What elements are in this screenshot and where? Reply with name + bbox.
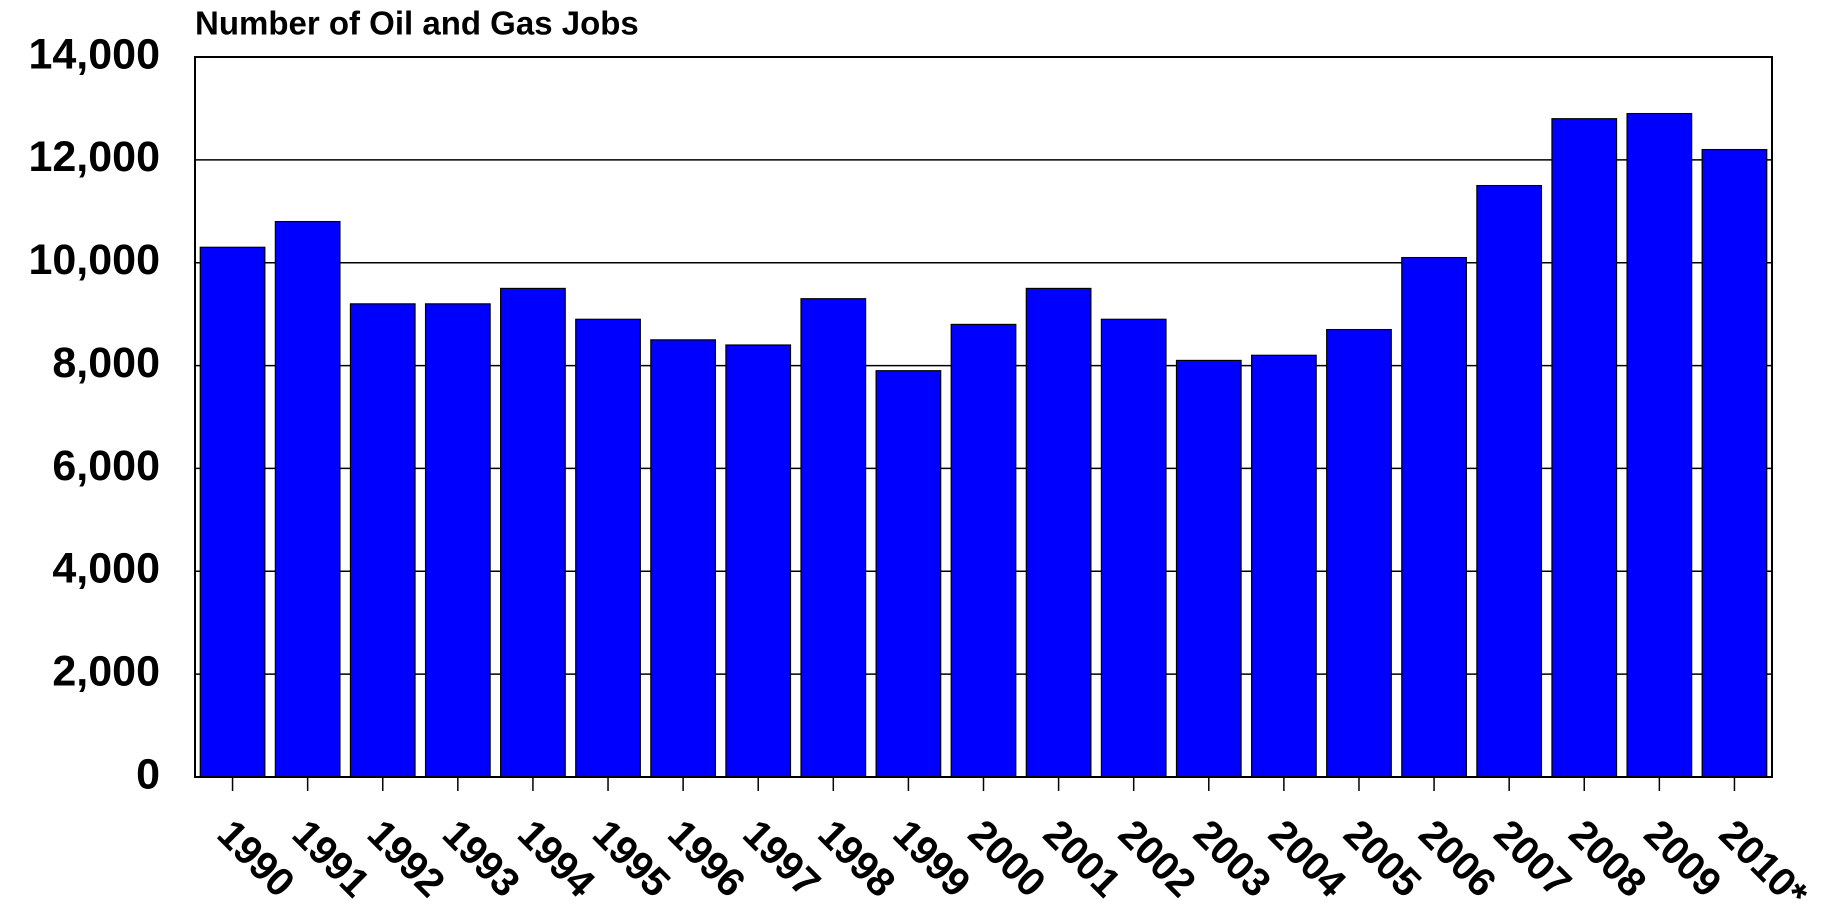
x-tick-label: 2000 [960, 812, 1054, 906]
bar [725, 344, 792, 778]
y-tick-label: 0 [136, 750, 160, 798]
x-tick-label: 2007 [1485, 812, 1579, 906]
x-tick-label: 2001 [1035, 812, 1129, 906]
bar [500, 287, 566, 778]
x-tick-label: 1997 [734, 812, 828, 906]
x-tick-label: 1991 [284, 812, 378, 906]
bar [424, 303, 491, 778]
bar [950, 323, 1017, 778]
x-tick-label: 1992 [359, 812, 453, 906]
x-tick-label: 2009 [1636, 812, 1730, 906]
x-tick-label: 1999 [885, 812, 979, 906]
y-tick-label: 2,000 [52, 648, 160, 696]
bar [1250, 354, 1317, 778]
x-tick-label: 2004 [1260, 812, 1355, 907]
bar [1626, 112, 1693, 778]
bar [274, 220, 341, 778]
bar [1551, 118, 1618, 778]
y-tick-label: 12,000 [28, 133, 160, 181]
y-tick-label: 6,000 [52, 442, 160, 490]
x-tick-label: 2010* [1711, 812, 1816, 916]
bar [800, 298, 867, 778]
x-tick-label: 1998 [809, 812, 903, 906]
x-tick-label: 1990 [209, 812, 303, 906]
y-tick-label: 8,000 [52, 339, 160, 387]
bar [1100, 318, 1167, 778]
plot-frame [194, 56, 1773, 778]
bar [199, 246, 266, 778]
bar [1175, 359, 1242, 778]
bar [650, 339, 717, 778]
x-tick-label: 1995 [584, 812, 678, 906]
x-tick-label: 2005 [1335, 812, 1429, 906]
x-tick-label: 2002 [1110, 812, 1204, 906]
x-tick-label: 2003 [1185, 812, 1279, 906]
x-tick-label: 1996 [659, 812, 753, 906]
x-tick-label: 2006 [1410, 812, 1504, 906]
chart-title: Number of Oil and Gas Jobs [195, 5, 639, 42]
bar [1326, 328, 1392, 778]
bar [1476, 184, 1543, 778]
bar [875, 370, 942, 778]
bar [1025, 287, 1092, 778]
x-tick-label: 1994 [509, 812, 604, 907]
bar [1401, 256, 1467, 778]
bar [349, 303, 416, 778]
x-tick-label: 1993 [434, 812, 528, 906]
y-tick-label: 14,000 [28, 30, 160, 78]
bar [1701, 148, 1768, 778]
y-tick-label: 10,000 [28, 236, 160, 284]
bar [575, 318, 641, 778]
y-tick-label: 4,000 [52, 545, 160, 593]
x-tick-label: 2008 [1560, 812, 1654, 906]
